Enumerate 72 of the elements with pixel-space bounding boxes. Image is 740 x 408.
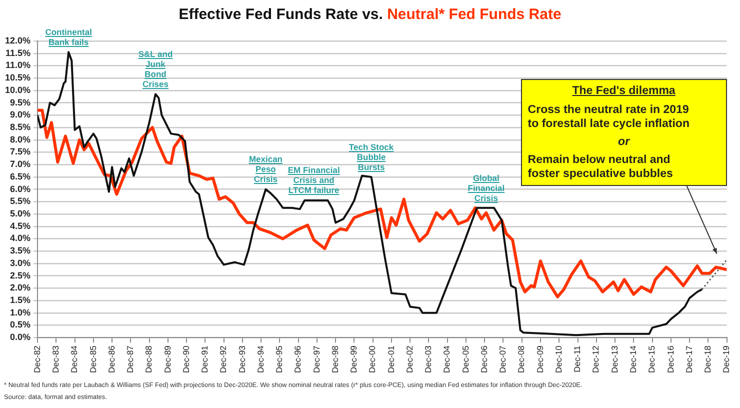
x-tick-label: Dec-07	[498, 345, 508, 374]
x-tick-label: Dec-93	[236, 345, 247, 374]
y-tick-label: 3.5%	[10, 246, 31, 256]
x-tick-label: Dec-83	[50, 345, 60, 374]
x-tick-label: Dec-14	[628, 345, 638, 374]
x-tick-label: Dec-02	[404, 345, 414, 374]
callout-box: The Fed's dilemma Cross the neutral rate in 2019 to forestall late cycle inflation or Remain below neutral and foster speculative bubbles	[520, 79, 727, 186]
y-tick-label: 5.0%	[10, 208, 31, 218]
y-tick-label: 11.5%	[5, 48, 31, 58]
x-tick-label: Dec-10	[553, 345, 564, 374]
x-tick-label: Dec-82	[32, 345, 42, 374]
y-tick-label: 6.5%	[10, 171, 31, 182]
annotation: The Fed's dilemma Cross the neutral rate in 2019 to forestall late cycle inflation or Remain below neutral and foster speculative bubbles	[528, 84, 690, 181]
y-tick-label: 4.5%	[10, 220, 31, 231]
x-tick-label: Dec-90	[180, 345, 191, 374]
x-tick-label: Dec-91	[200, 345, 210, 374]
x-tick-label: Dec-98	[330, 345, 340, 374]
x-tick-label: Dec-97	[311, 345, 322, 374]
x-tick-label: Dec-09	[534, 345, 545, 374]
x-tick-label: Dec-01	[386, 345, 396, 374]
x-tick-label: Dec-08	[516, 345, 526, 374]
x-tick-label: Dec-87	[125, 345, 136, 374]
annotation: Mexican Peso Crisis	[248, 154, 282, 184]
x-tick-label: Dec-13	[609, 345, 620, 374]
y-tick-label: 10.0%	[4, 84, 31, 95]
y-tick-label: 2.5%	[10, 270, 31, 280]
x-tick-label: Dec-11	[572, 345, 582, 372]
chart-title: Effective Fed Funds Rate vs. Neutral* Fed Funds Rate	[178, 6, 562, 23]
x-tick-label: Dec-19	[721, 345, 732, 374]
y-tick-label: 10.5%	[4, 72, 31, 83]
x-tick-label: Dec-12	[590, 345, 601, 374]
x-tick-label: Dec-92	[218, 345, 228, 374]
annotation: Continental Bank fails	[45, 27, 92, 48]
annotation: Global Financial Crisis	[468, 172, 505, 203]
y-tick-label: 6.0%	[10, 184, 31, 194]
y-tick-label: 8.0%	[10, 134, 31, 144]
x-tick-label: Dec-17	[684, 345, 694, 374]
y-tick-label: 7.5%	[10, 146, 31, 157]
y-tick-label: 9.0%	[10, 110, 31, 120]
y-tick-label: 7.0%	[10, 159, 31, 170]
x-tick-label: Dec-06	[478, 345, 489, 374]
y-tick-label: 12.0%	[4, 35, 31, 46]
annotation: EM Financial Crisis and LTCM failure	[288, 165, 340, 196]
x-tick-label: Dec-99	[348, 345, 359, 374]
y-tick-label: 11.0%	[5, 60, 31, 70]
x-tick-label: Dec-88	[144, 345, 154, 374]
x-tick-label: Dec-00	[367, 345, 378, 374]
y-tick-label: 9.5%	[10, 97, 31, 108]
y-tick-label: 3.0%	[10, 258, 31, 268]
y-tick-label: 4.0%	[10, 233, 31, 244]
x-tick-label: Dec-85	[88, 345, 98, 374]
x-tick-label: Dec-04	[442, 345, 452, 374]
annotation: S&L and Junk Bond Crises	[138, 49, 173, 90]
annotation: Tech Stock Bubble Bursts	[348, 142, 394, 172]
x-tick-label: Dec-96	[292, 345, 303, 374]
x-tick-label: Dec-86	[106, 345, 116, 374]
y-tick-label: 8.5%	[10, 122, 31, 132]
x-tick-label: Dec-89	[162, 345, 172, 374]
y-tick-label: 0.0%	[10, 332, 31, 342]
y-tick-label: 5.5%	[10, 196, 31, 206]
x-tick-label: Dec-84	[69, 345, 80, 374]
x-tick-label: Dec-15	[646, 345, 657, 374]
y-tick-label: 1.5%	[10, 295, 31, 306]
x-tick-label: Dec-16	[665, 345, 676, 374]
x-tick-label: Dec-05	[460, 345, 470, 374]
y-tick-label: 2.0%	[10, 282, 31, 293]
x-tick-label: Dec-94	[255, 345, 266, 374]
x-tick-label: Dec-03	[423, 345, 434, 374]
x-tick-label: Dec-18	[702, 345, 713, 374]
y-tick-label: 1.0%	[10, 307, 31, 318]
x-tick-label: Dec-95	[274, 345, 284, 374]
y-tick-label: 0.5%	[10, 320, 31, 330]
